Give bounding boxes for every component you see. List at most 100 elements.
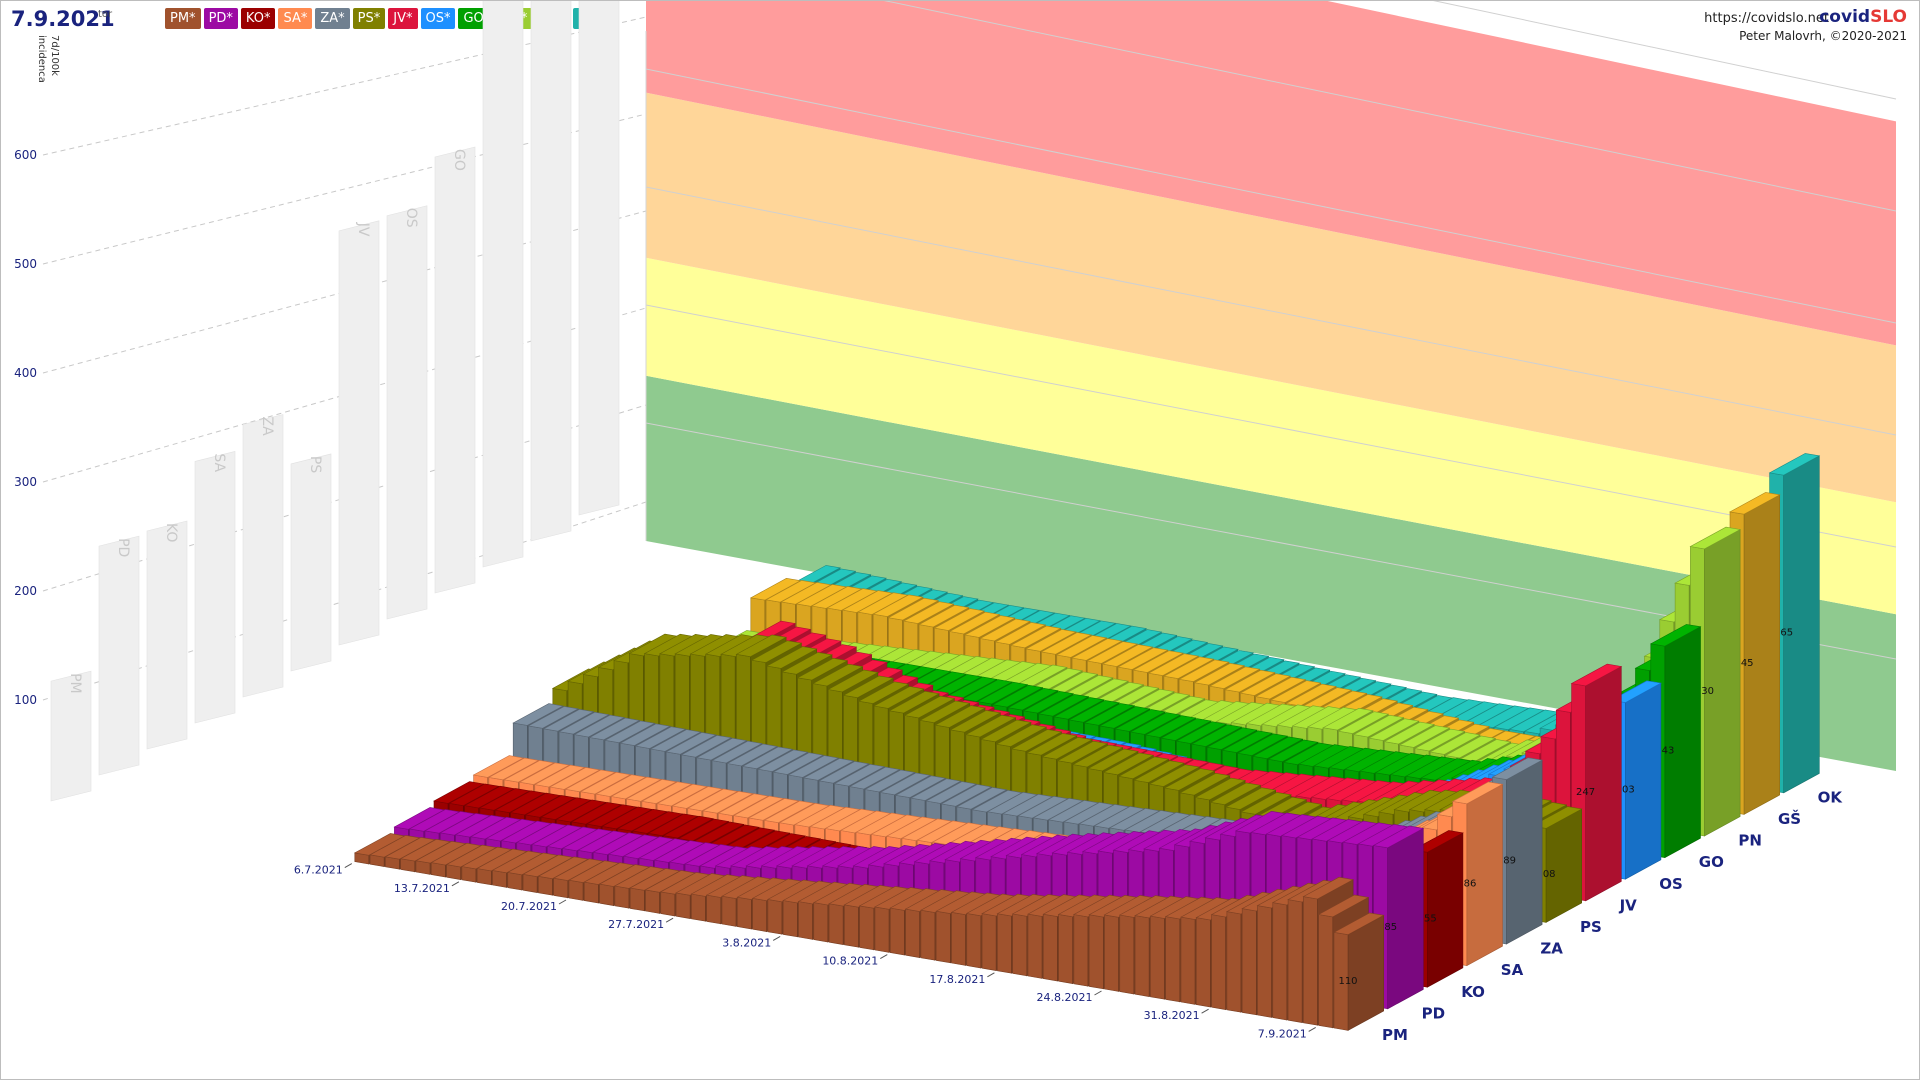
value-label-JV: 247	[1576, 787, 1595, 798]
bar-ZA-16-top	[757, 749, 809, 772]
value-label-PD: 185	[1378, 922, 1397, 933]
bar-GO-28-top	[1099, 706, 1151, 729]
bar-PM-37-front	[920, 909, 936, 961]
x-tick-label-7: 24.8.2021	[1037, 991, 1093, 1004]
bar-KO-1-top	[448, 783, 500, 807]
bar-PS-24-top	[919, 700, 971, 724]
region-button-6[interactable]: JV*	[388, 8, 418, 29]
y-tick-label-0: 100	[14, 693, 37, 707]
region-axis-label-PM: PM	[1382, 1026, 1408, 1044]
bar-ZA-26-top	[910, 778, 962, 801]
region-button-3[interactable]: SA*	[278, 8, 313, 29]
bar-PM-33-front	[859, 905, 875, 951]
bar-KO-2-top	[463, 785, 516, 809]
bar-GO-33-top	[1175, 721, 1228, 744]
author-credit: Peter Malovrh, ©2020-2021	[1739, 29, 1907, 43]
bar-PM-34-front	[874, 906, 890, 953]
bar-GŠ-34-top	[1270, 680, 1322, 703]
back-wall-bar-4	[242, 414, 284, 698]
bar-PN-44-top	[1383, 721, 1436, 745]
bar-PS-32-top	[1041, 736, 1094, 760]
bar-GŠ-22-top	[1086, 641, 1139, 664]
bar-GO-36-top	[1221, 730, 1274, 753]
bar-PM-18-front	[629, 887, 645, 912]
bar-PS-37-top	[1117, 756, 1170, 780]
bar-PM-64-side	[1347, 914, 1384, 1031]
bar-GŠ-18-top	[1025, 629, 1077, 652]
x-tick-label-0: 6.7.2021	[294, 864, 343, 877]
region-button-4[interactable]: ZA*	[315, 8, 350, 29]
bar-GŠ-16-top	[994, 622, 1047, 645]
bar-SA-18-top	[748, 798, 800, 821]
threshold-bands	[645, 1, 1897, 771]
bar-GŠ-0-top	[749, 577, 802, 601]
bar-PM-23-front	[706, 894, 722, 925]
threshold-band-0	[646, 375, 1896, 771]
bar-GŠ-35-top	[1285, 683, 1337, 707]
bar-GŠ-27-top	[1162, 656, 1215, 679]
back-wall-label-4: ZA	[259, 417, 275, 437]
bar-PS-19-top	[842, 675, 895, 699]
bar-SA-6-top	[564, 769, 617, 793]
bar-PS-64-side	[1545, 808, 1582, 923]
x-tick-label-4: 3.8.2021	[722, 936, 771, 949]
value-label-ZA: 189	[1497, 855, 1516, 866]
region-button-2[interactable]: KO*	[240, 8, 276, 29]
bar-GŠ-15-top	[979, 618, 1031, 642]
band-grid-2	[645, 186, 1897, 436]
bar-GO-34-top	[1190, 724, 1243, 747]
bar-PM-11-front	[522, 873, 538, 893]
bar-PM-19-front	[645, 889, 660, 914]
bar-PM-45-front	[1043, 913, 1058, 982]
bar-PN-40-top	[1322, 707, 1374, 731]
bar-PS-12-top	[735, 634, 788, 658]
value-label-PS: 108	[1536, 869, 1555, 880]
x-tick-4	[772, 935, 781, 941]
bar-PS-38-top	[1133, 760, 1185, 783]
region-axis-label-PS: PS	[1580, 918, 1602, 936]
region-axis-label-JV: JV	[1619, 896, 1638, 914]
bar-GO-22-top	[1007, 687, 1059, 711]
region-axis-label-GO: GO	[1699, 853, 1724, 871]
back-wall-label-3: SA	[211, 453, 227, 472]
bar-ZA-64-top	[1491, 757, 1544, 780]
bar-SA-19-top	[763, 800, 815, 824]
region-button-7[interactable]: OS*	[420, 8, 456, 29]
bar-GŠ-29-top	[1193, 662, 1246, 686]
bar-PM-21-front	[675, 892, 691, 919]
bar-KO-6-top	[524, 795, 577, 818]
bar-PS-27-top	[964, 714, 1017, 738]
bar-PM-44-front	[1027, 913, 1043, 979]
bar-PS-33-top	[1056, 740, 1109, 764]
bar-GŠ-31-top	[1224, 669, 1276, 693]
bar-PM-28-front	[782, 900, 798, 938]
site-url[interactable]: https://covidslo.net	[1704, 11, 1829, 26]
bar-GŠ-4-top	[811, 586, 863, 609]
bar-SA-7-top	[579, 771, 632, 795]
bar-ZA-14-top	[726, 743, 779, 767]
region-axis-label-OS: OS	[1659, 875, 1683, 893]
bar-KO-10-top	[586, 804, 638, 827]
value-label-SA: 186	[1457, 878, 1476, 889]
back-wall-bar-10	[530, 1, 572, 542]
bar-GO-64-top	[1649, 624, 1702, 647]
bar-KO-12-top	[616, 808, 669, 832]
bar-GŠ-7-top	[856, 592, 909, 615]
region-button-1[interactable]: PD*	[203, 8, 238, 29]
bar-GO-26-top	[1068, 700, 1121, 723]
bar-GO-23-top	[1022, 690, 1075, 714]
bar-SA-64-top	[1451, 781, 1504, 805]
bar-PM-61-front	[1287, 899, 1303, 1023]
bar-PM-9-front	[492, 870, 507, 888]
bar-PM-22-front	[691, 893, 706, 922]
bar-SA-16-top	[717, 793, 770, 816]
bar-ZA-3-top	[558, 711, 610, 735]
bar-SA-1-top	[487, 757, 540, 781]
bar-KO-9-top	[570, 802, 623, 825]
region-button-5[interactable]: PS*	[352, 8, 386, 29]
bar-ZA-29-top	[955, 787, 1008, 810]
region-button-0[interactable]: PM*	[165, 8, 201, 29]
bar-GŠ-9-top	[887, 597, 940, 621]
